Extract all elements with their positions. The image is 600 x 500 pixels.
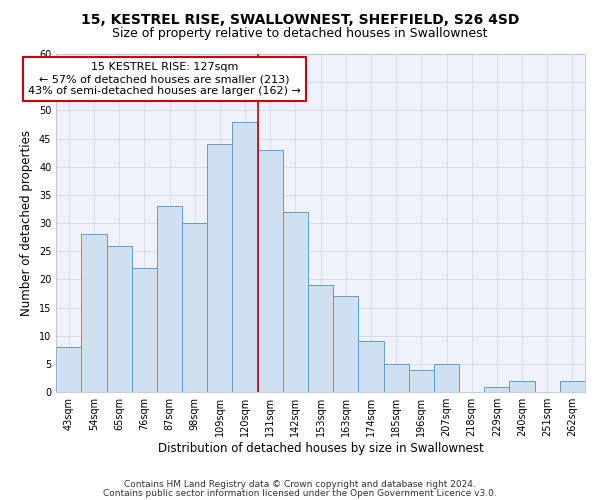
Bar [283,212,308,392]
Bar [82,234,107,392]
Text: Contains HM Land Registry data © Crown copyright and database right 2024.: Contains HM Land Registry data © Crown c… [124,480,476,489]
Bar [484,386,509,392]
Bar [56,347,82,392]
Bar [383,364,409,392]
Text: Size of property relative to detached houses in Swallownest: Size of property relative to detached ho… [112,28,488,40]
Bar [107,246,132,392]
Y-axis label: Number of detached properties: Number of detached properties [20,130,34,316]
Bar [257,150,283,392]
Bar [132,268,157,392]
Bar [157,206,182,392]
Bar [358,342,383,392]
Text: Contains public sector information licensed under the Open Government Licence v3: Contains public sector information licen… [103,488,497,498]
Bar [232,122,257,392]
Bar [434,364,459,392]
Bar [560,381,585,392]
Bar [509,381,535,392]
Bar [409,370,434,392]
X-axis label: Distribution of detached houses by size in Swallownest: Distribution of detached houses by size … [158,442,484,455]
Bar [308,285,333,392]
Text: 15, KESTREL RISE, SWALLOWNEST, SHEFFIELD, S26 4SD: 15, KESTREL RISE, SWALLOWNEST, SHEFFIELD… [81,12,519,26]
Bar [333,296,358,392]
Text: 15 KESTREL RISE: 127sqm
← 57% of detached houses are smaller (213)
43% of semi-d: 15 KESTREL RISE: 127sqm ← 57% of detache… [28,62,301,96]
Bar [182,223,208,392]
Bar [208,144,232,392]
